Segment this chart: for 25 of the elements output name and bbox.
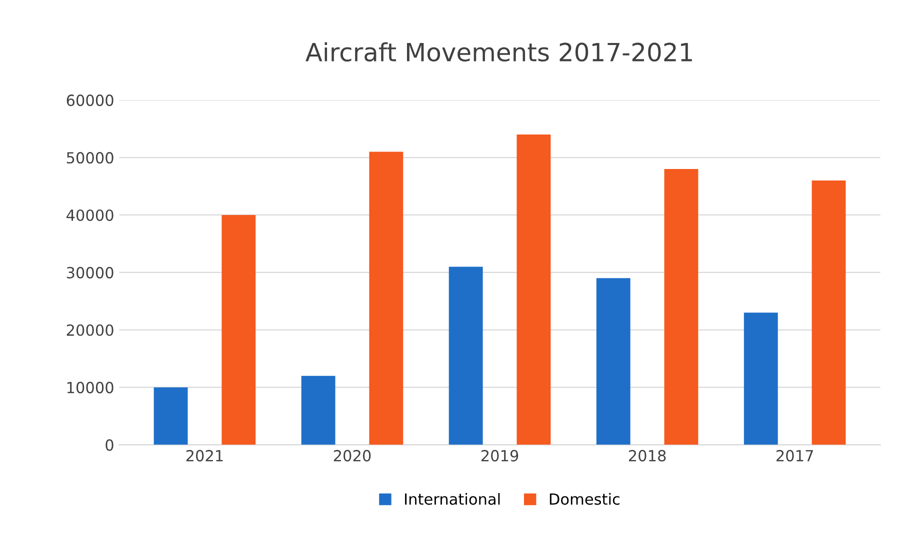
y-tick-label: 30000 bbox=[66, 266, 114, 278]
y-tick-label: 40000 bbox=[66, 209, 114, 222]
bar bbox=[664, 169, 698, 445]
bar bbox=[369, 152, 404, 445]
y-tick-label: 20000 bbox=[66, 324, 114, 336]
x-tick-label: 2021 bbox=[186, 450, 223, 462]
x-tick-label: 2017 bbox=[776, 450, 813, 462]
bar bbox=[812, 180, 846, 445]
bar bbox=[448, 266, 483, 445]
chart-title: Aircraft Movements 2017-2021 bbox=[306, 42, 692, 62]
x-tick-label: 2019 bbox=[481, 450, 518, 462]
bar bbox=[154, 387, 188, 445]
legend-label: International bbox=[405, 493, 500, 505]
x-tick-label: 2020 bbox=[334, 450, 371, 462]
bar bbox=[301, 376, 336, 445]
bar bbox=[744, 312, 778, 445]
y-tick-label: 10000 bbox=[67, 382, 114, 394]
y-tick-label: 50000 bbox=[66, 152, 114, 164]
y-tick-label: 0 bbox=[106, 439, 114, 451]
bar bbox=[222, 214, 256, 445]
legend-label: Domestic bbox=[550, 493, 620, 505]
bar bbox=[516, 134, 551, 445]
x-tick-label: 2018 bbox=[628, 450, 666, 462]
bar bbox=[596, 278, 630, 445]
y-tick-label: 60000 bbox=[66, 94, 114, 106]
